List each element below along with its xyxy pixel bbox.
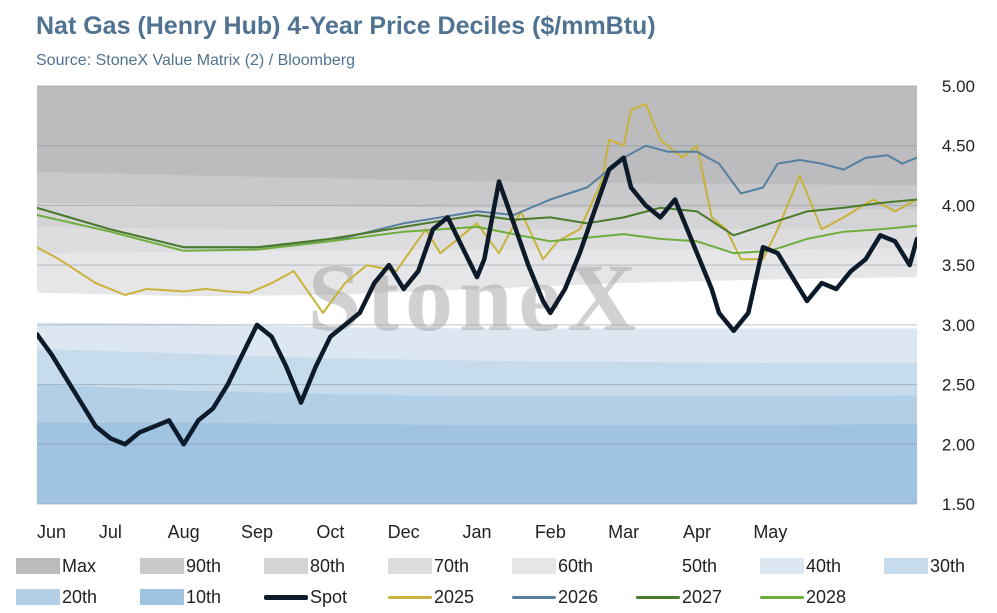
x-tick-label: Mar	[608, 522, 639, 542]
legend-swatch	[140, 589, 184, 605]
y-tick-label: 1.50	[942, 495, 975, 514]
legend-label: 30th	[930, 556, 966, 576]
y-tick-label: 3.00	[942, 316, 975, 335]
legend-swatch	[512, 558, 556, 574]
legend-label: 20th	[62, 587, 98, 607]
series-line-2027	[37, 198, 917, 249]
y-tick-label: 2.50	[942, 376, 975, 395]
x-tick-label: Jul	[99, 522, 122, 542]
legend-swatch	[388, 596, 432, 599]
stonex-watermark: StoneX	[308, 244, 643, 351]
x-tick-label: May	[753, 522, 787, 542]
legend-label: 2026	[558, 587, 599, 607]
band-min	[37, 495, 917, 504]
legend-swatch	[140, 558, 184, 574]
x-tick-label: Sep	[241, 522, 273, 542]
band-10th	[37, 422, 917, 504]
chart-subtitle: Source: StoneX Value Matrix (2) / Bloomb…	[36, 52, 355, 69]
x-tick-label: Apr	[683, 522, 711, 542]
legend-label: 70th	[434, 556, 470, 576]
y-tick-label: 4.00	[942, 196, 975, 215]
gridlines	[37, 85, 917, 505]
legend-swatch	[760, 558, 804, 574]
legend-label: 60th	[558, 556, 594, 576]
legend-swatch	[512, 596, 556, 599]
y-tick-label: 5.00	[942, 77, 975, 96]
legend-swatch	[388, 558, 432, 574]
legend-label: 50th	[682, 556, 718, 576]
x-tick-label: Feb	[535, 522, 566, 542]
y-tick-label: 3.50	[942, 256, 975, 275]
legend-label: Max	[62, 556, 97, 576]
x-tick-label: Oct	[316, 522, 344, 542]
legend-swatch	[884, 558, 928, 574]
price-lines	[37, 102, 917, 447]
legend-swatch	[16, 589, 60, 605]
legend-swatch	[264, 595, 308, 600]
series-line-spot	[37, 155, 917, 447]
legend-label: 90th	[186, 556, 222, 576]
legend-label: 2027	[682, 587, 723, 607]
decile-bands	[37, 86, 917, 504]
legend-swatch	[636, 596, 680, 599]
legend-label: 40th	[806, 556, 842, 576]
y-tick-label: 2.00	[942, 435, 975, 454]
legend-swatch	[264, 558, 308, 574]
x-tick-label: Jun	[37, 522, 66, 542]
legend-label: 80th	[310, 556, 346, 576]
legend-label: 2025	[434, 587, 475, 607]
x-tick-label: Aug	[168, 522, 200, 542]
legend-swatch	[760, 596, 804, 599]
legend-label: Spot	[310, 587, 348, 607]
legend-label: 2028	[806, 587, 847, 607]
chart-title: Nat Gas (Henry Hub) 4-Year Price Deciles…	[36, 12, 656, 40]
x-tick-label: Dec	[388, 522, 420, 542]
x-tick-label: Jan	[462, 522, 491, 542]
legend-swatch	[16, 558, 60, 574]
series-line-2028	[37, 214, 917, 255]
y-tick-label: 4.50	[942, 137, 975, 156]
y-axis: 5.00 4.50 4.00 3.50 3.00 2.50 2.00 1.50	[942, 77, 975, 514]
legend-label: 10th	[186, 587, 222, 607]
x-axis: Jun Jul Aug Sep Oct Dec Jan Feb Mar Apr May	[37, 522, 787, 542]
legend-swatch	[636, 558, 680, 574]
